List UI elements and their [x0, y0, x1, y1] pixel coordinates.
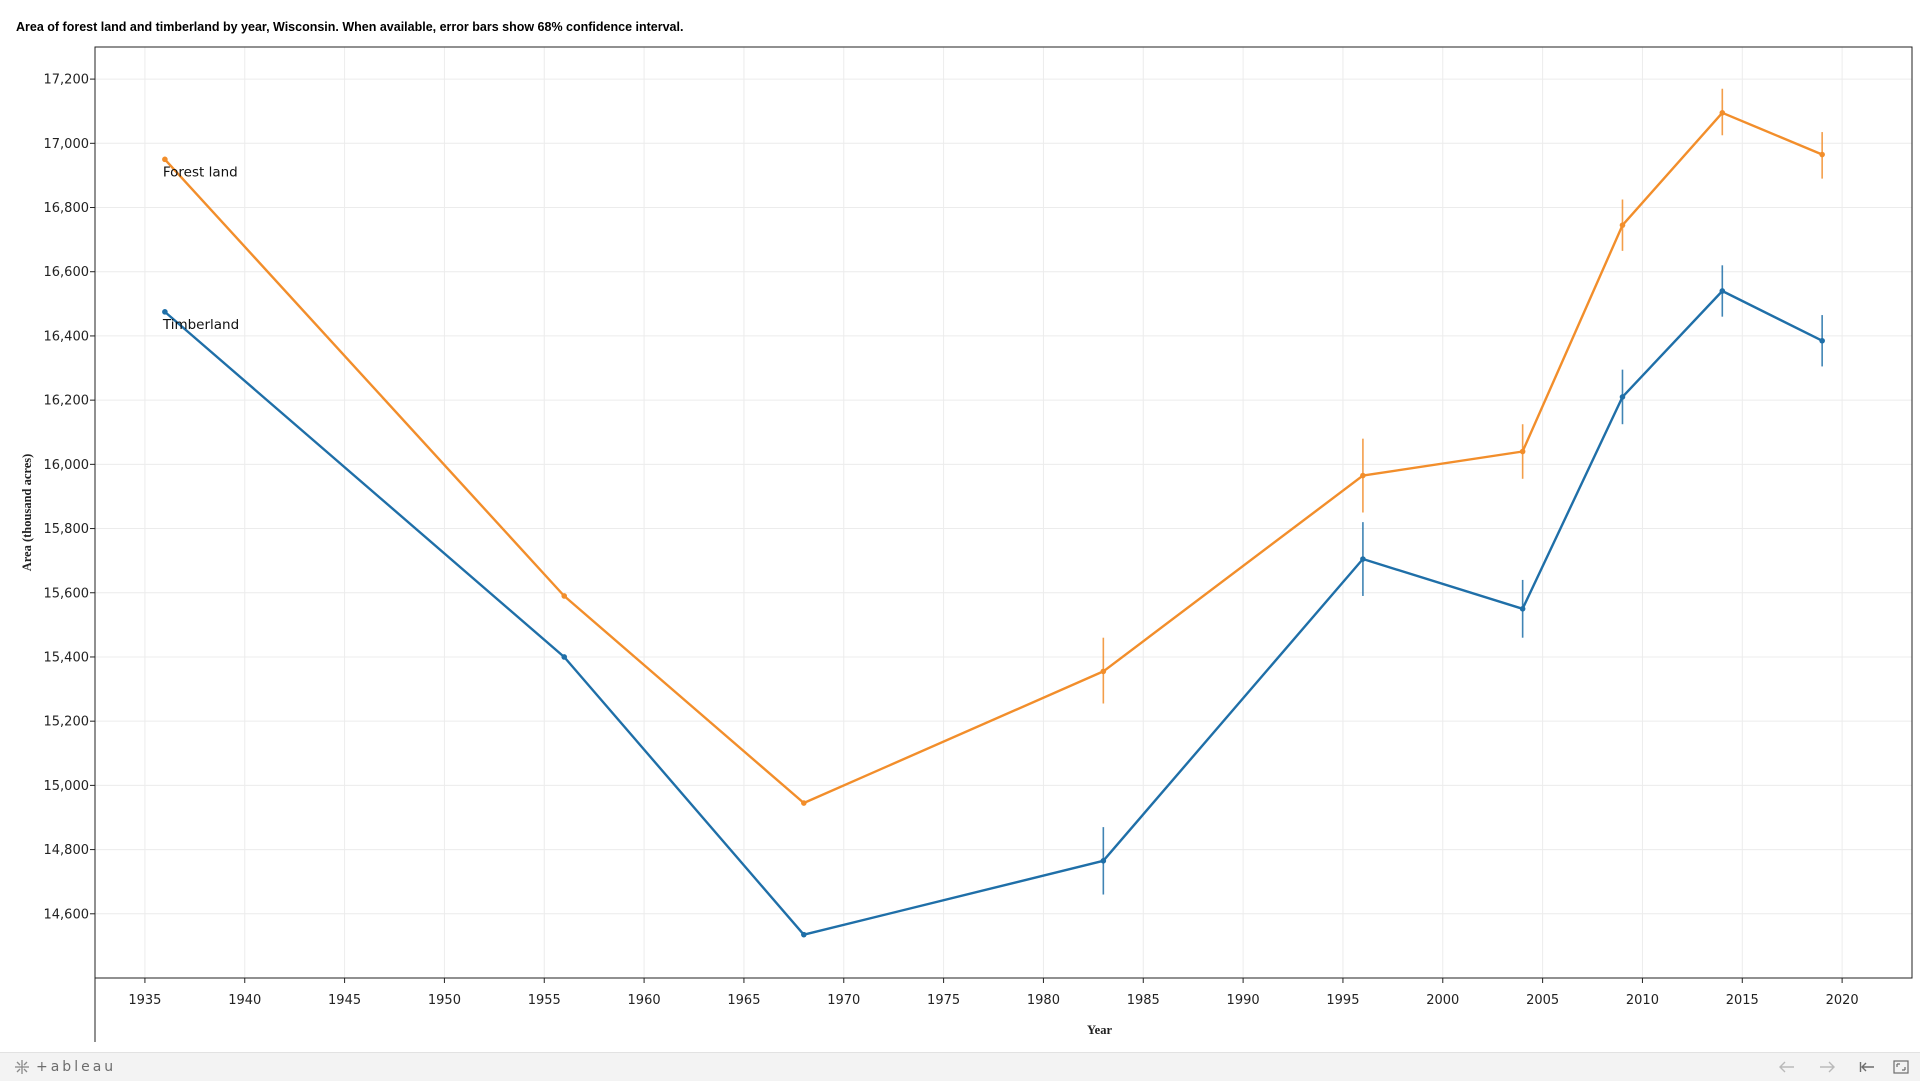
y-axis-title: Area (thousand acres) — [20, 454, 34, 572]
tableau-footer-toolbar: +ableau — [0, 1052, 1920, 1081]
undo-button[interactable] — [1776, 1057, 1798, 1077]
x-tick-label: 2000 — [1426, 993, 1459, 1008]
undo-icon — [1779, 1061, 1794, 1073]
x-tick-label: 2005 — [1526, 993, 1559, 1008]
series-label: Timberland — [162, 317, 239, 333]
x-tick-label: 1950 — [428, 993, 461, 1008]
y-tick-label: 16,000 — [44, 458, 90, 473]
data-point — [162, 156, 168, 163]
x-tick-label: 1955 — [528, 993, 561, 1008]
y-tick-label: 15,400 — [44, 650, 90, 665]
x-tick-label: 1980 — [1027, 993, 1060, 1008]
series-line — [164, 111, 1823, 805]
data-point — [1360, 472, 1366, 479]
y-tick-label: 17,200 — [44, 73, 90, 88]
fullscreen-button[interactable] — [1890, 1057, 1912, 1077]
plot-frame — [94, 46, 1913, 979]
data-point — [1719, 110, 1726, 116]
data-point — [1819, 151, 1825, 158]
tableau-mark-icon — [15, 1060, 29, 1074]
y-tick-label: 16,200 — [44, 394, 90, 409]
data-point — [801, 800, 807, 806]
tableau-logo-text: +ableau — [36, 1059, 117, 1075]
series-label: Forest land — [163, 164, 238, 180]
x-tick-label: 1945 — [328, 993, 361, 1008]
x-tick-label: 1995 — [1326, 993, 1359, 1008]
gridlines — [95, 47, 1912, 978]
x-tick-label: 2020 — [1826, 993, 1859, 1008]
x-tick-label: 1960 — [628, 993, 661, 1008]
y-tick-label: 15,600 — [44, 586, 90, 601]
y-tick-label: 15,000 — [44, 779, 90, 794]
fullscreen-icon — [1893, 1060, 1909, 1074]
x-tick-label: 2010 — [1626, 993, 1659, 1008]
x-tick-label: 1975 — [927, 993, 960, 1008]
data-point — [561, 654, 568, 660]
data-point — [1519, 448, 1526, 455]
data-point — [1360, 556, 1366, 562]
data-point — [801, 931, 807, 938]
data-point — [1619, 394, 1626, 400]
y-tick-label: 14,600 — [44, 907, 90, 922]
y-tick-label: 16,800 — [44, 201, 90, 216]
x-axis-title: Year — [1087, 1023, 1112, 1037]
y-tick-label: 15,800 — [44, 522, 90, 537]
x-tick-label: 2015 — [1726, 993, 1759, 1008]
revert-button[interactable] — [1856, 1057, 1878, 1077]
data-point — [1100, 668, 1107, 675]
y-tick-label: 17,000 — [44, 137, 90, 152]
x-tick-label: 1965 — [727, 993, 760, 1008]
redo-icon — [1820, 1061, 1835, 1073]
x-tick-label: 1940 — [228, 993, 261, 1008]
x-tick-label: 1970 — [827, 993, 860, 1008]
data-point — [1819, 337, 1825, 344]
data-point — [561, 593, 568, 599]
data-point — [1100, 858, 1107, 864]
x-tick-label: 1935 — [128, 993, 161, 1008]
line-chart: 14,600 14,800 15,000 15,200 15,400 15,600 15,8… — [20, 46, 1913, 1042]
x-tick-label: 1985 — [1127, 993, 1160, 1008]
redo-button[interactable] — [1816, 1057, 1838, 1077]
data-point — [1719, 288, 1726, 294]
data-point — [162, 309, 168, 315]
y-tick-label: 14,800 — [44, 843, 90, 858]
data-point — [1619, 222, 1626, 228]
series-forest-land: Forest land — [162, 88, 1825, 806]
series-timberland: Timberland — [162, 265, 1825, 938]
data-point — [1519, 606, 1526, 612]
x-tick-label: 1990 — [1227, 993, 1260, 1008]
y-tick-label: 16,600 — [44, 265, 90, 280]
y-tick-label: 15,200 — [44, 715, 90, 730]
tableau-logo[interactable]: +ableau — [14, 1058, 116, 1076]
y-tick-label: 16,400 — [44, 329, 90, 344]
series-line — [164, 289, 1823, 936]
chart-title: Area of forest land and timberland by ye… — [16, 20, 684, 34]
revert-icon — [1859, 1062, 1874, 1072]
